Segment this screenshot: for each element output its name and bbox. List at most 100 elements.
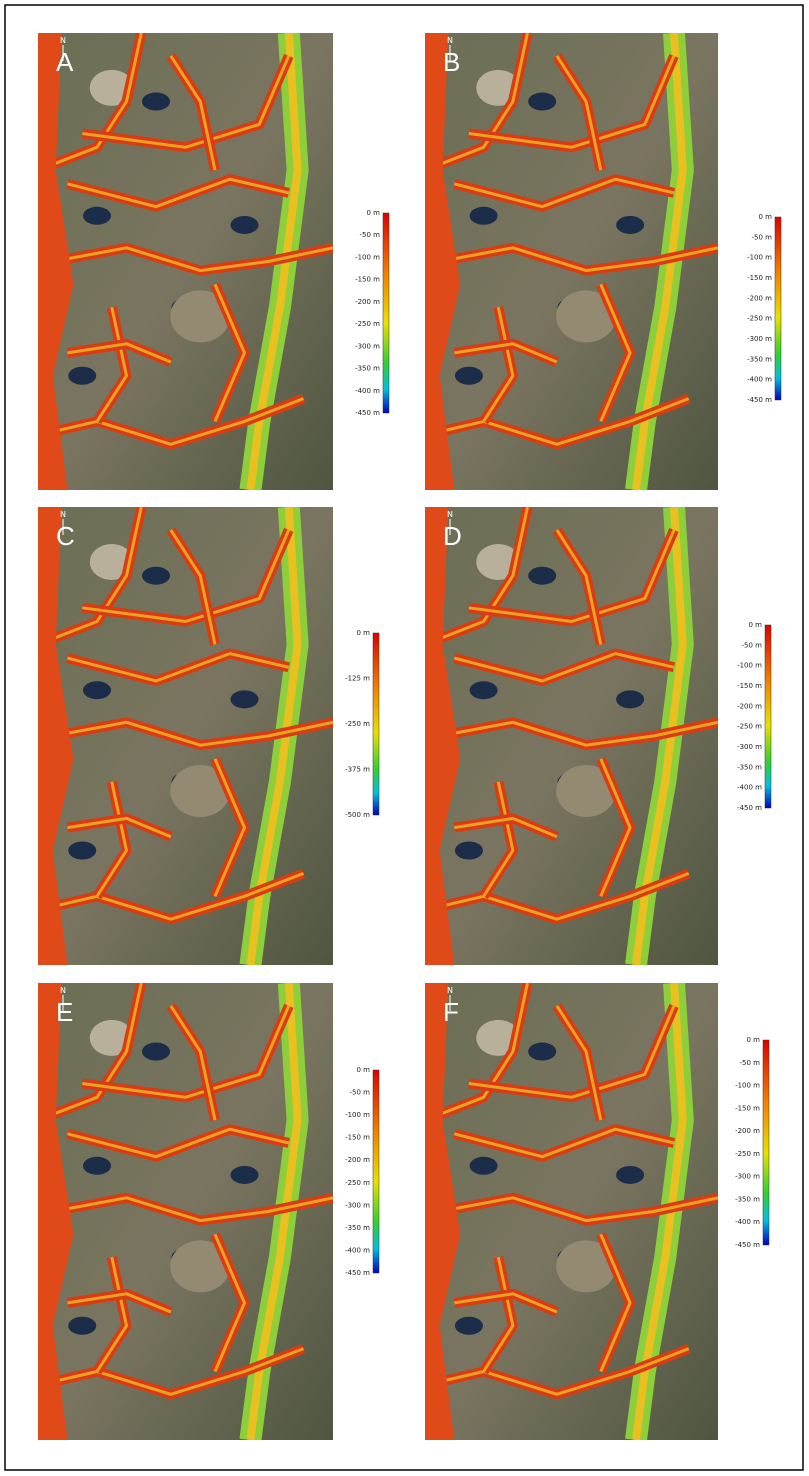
colorbar-tick-label: 0 m [367, 209, 381, 217]
panel-label: D [443, 521, 462, 551]
colorbar-tick-label: -500 m [345, 811, 370, 819]
colorbar-tick-label: -50 m [742, 641, 763, 649]
map-panel: CN 0 m -125 m -250 m -375 m -500 m [38, 507, 379, 965]
colorbar-tick-label: -400 m [747, 376, 772, 384]
colorbar-tick-label: 0 m [747, 1036, 761, 1044]
colorbar-tick-label: -300 m [747, 335, 772, 343]
colorbar-tick-label: -250 m [737, 723, 762, 731]
colorbar-tick-label: -150 m [345, 1134, 370, 1142]
map-panel: AN0 m-50 m-100 m-150 m-200 m-250 m-300 m… [38, 33, 389, 490]
colorbar-tick-label: -350 m [345, 1224, 370, 1232]
colorbar-tick-label: 0 m [759, 213, 773, 221]
colorbar-tick-label: -400 m [345, 1246, 370, 1254]
deep-water [616, 216, 644, 234]
deep-water [470, 207, 498, 225]
colorbar-tick-label: -250 m [747, 315, 772, 323]
deep-water [455, 1317, 483, 1335]
panel-label: E [56, 997, 73, 1027]
colorbar [765, 625, 771, 808]
map-image [425, 33, 718, 490]
colorbar-tick-label: -300 m [345, 1201, 370, 1209]
panel-label: A [56, 47, 74, 77]
colorbar-tick-label: -350 m [355, 365, 380, 373]
colorbar-tick-label: 0 m [357, 629, 371, 637]
deep-water [83, 207, 111, 225]
deep-water [528, 93, 556, 111]
map-panel: FN 0 m -50 m -100 m -150 m -200 m -250 m -300 m… [425, 983, 769, 1440]
colorbar-tick-label: -50 m [752, 233, 773, 241]
colorbar-tick-label: -200 m [355, 298, 380, 306]
colorbar [763, 1040, 769, 1245]
map-image [38, 33, 333, 490]
map-panel: DN0 m-50 m-100 m-150 m-200 m-250 m-300 m… [425, 507, 771, 965]
map-panel: EN0 m-50 m-100 m-150 m-200 m-250 m-300 m… [38, 983, 379, 1440]
colorbar-tick-label: -150 m [737, 682, 762, 690]
map-panel: BN0 m-50 m-100 m-150 m-200 m-250 m-300 m… [425, 33, 781, 490]
colorbar-tick-label: -350 m [735, 1195, 760, 1203]
colorbar [775, 217, 781, 400]
north-arrow: N [60, 510, 66, 519]
colorbar [373, 1070, 379, 1273]
colorbar-tick-label: -200 m [735, 1127, 760, 1135]
colorbar-tick-label: -100 m [345, 1111, 370, 1119]
colorbar-tick-label: -450 m [737, 804, 762, 812]
colorbar-tick-label: -250 m [735, 1150, 760, 1158]
colorbar-tick-label: -450 m [355, 409, 380, 417]
colorbar-tick-label: -300 m [735, 1173, 760, 1181]
colorbar-tick-label: -100 m [735, 1082, 760, 1090]
colorbar [373, 633, 379, 815]
figure: AN0 m-50 m-100 m-150 m-200 m-250 m-300 m… [0, 0, 809, 1476]
north-arrow: N [447, 986, 453, 995]
colorbar-tick-label: -50 m [350, 1089, 371, 1097]
colorbar-tick-label: -125 m [345, 675, 370, 683]
panel-label: F [443, 997, 459, 1027]
panel-label: B [443, 47, 460, 77]
deep-water [142, 93, 170, 111]
colorbar-tick-label: -250 m [345, 720, 370, 728]
map-image [425, 507, 718, 965]
deep-water [231, 216, 259, 234]
colorbar-tick-label: -100 m [355, 253, 380, 261]
deep-water [455, 842, 483, 860]
north-arrow: N [60, 986, 66, 995]
colorbar-tick-label: -450 m [747, 396, 772, 404]
north-arrow: N [60, 36, 66, 45]
colorbar-tick-label: -450 m [735, 1241, 760, 1249]
colorbar-tick-label: -200 m [737, 702, 762, 710]
map-image [38, 507, 333, 965]
deep-water [231, 1166, 259, 1184]
colorbar-tick-label: 0 m [357, 1066, 371, 1074]
deep-water [616, 690, 644, 708]
map-image [38, 983, 333, 1440]
colorbar-tick-label: -400 m [737, 784, 762, 792]
colorbar-tick-label: -150 m [735, 1104, 760, 1112]
deep-water [68, 367, 96, 385]
deep-water [470, 1157, 498, 1175]
colorbar-tick-label: -350 m [747, 355, 772, 363]
panel-label: C [56, 521, 75, 551]
deep-water [68, 842, 96, 860]
north-arrow: N [447, 510, 453, 519]
colorbar-tick-label: -300 m [737, 743, 762, 751]
map-image [425, 983, 718, 1440]
colorbar-tick-label: -300 m [355, 342, 380, 350]
deep-water [68, 1317, 96, 1335]
deep-water [83, 1157, 111, 1175]
deep-water [528, 1043, 556, 1061]
colorbar-tick-label: 0 m [749, 621, 763, 629]
deep-water [83, 681, 111, 699]
deep-water [528, 567, 556, 585]
deep-water [142, 1043, 170, 1061]
colorbar-tick-label: -375 m [345, 766, 370, 774]
colorbar-tick-label: -150 m [355, 276, 380, 284]
colorbar-tick-label: -400 m [735, 1218, 760, 1226]
deep-water [616, 1166, 644, 1184]
colorbar-tick-label: -50 m [740, 1059, 761, 1067]
colorbar-tick-label: -250 m [355, 320, 380, 328]
colorbar [383, 213, 389, 413]
colorbar-tick-label: -150 m [747, 274, 772, 282]
colorbar-tick-label: -350 m [737, 763, 762, 771]
deep-water [470, 681, 498, 699]
colorbar-tick-label: -200 m [747, 294, 772, 302]
deep-water [231, 690, 259, 708]
